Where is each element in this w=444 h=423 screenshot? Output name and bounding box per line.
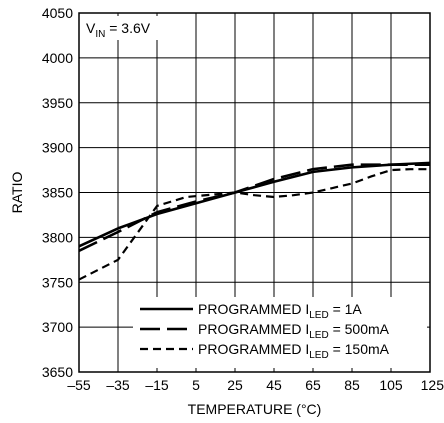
vin-annotation: VIN = 3.6V	[86, 20, 151, 40]
y-axis-title: RATIO	[9, 172, 25, 214]
y-tick-labels: 3650 3700 3750 3800 3850 3900 3950 4000 4050	[42, 5, 73, 380]
y-tick-label: 3900	[42, 140, 73, 156]
y-tick-label: 3750	[42, 274, 73, 290]
y-tick-label: 3850	[42, 185, 73, 201]
series-line-3	[78, 168, 430, 281]
y-tick-label: 3650	[42, 364, 73, 380]
x-tick-labels: –55 –35 –15 5 25 45 65 85 105 125	[67, 377, 444, 393]
y-tick-label: 4000	[42, 50, 73, 66]
x-tick-label: 125	[421, 377, 444, 393]
y-tick-label: 3700	[42, 319, 73, 335]
x-tick-label: 45	[266, 377, 282, 393]
x-tick-label: 5	[192, 377, 200, 393]
legend-label-2: PROGRAMMED ILED = 500mA	[198, 321, 390, 341]
series-line-2	[78, 163, 430, 253]
legend-label-3: PROGRAMMED ILED = 150mA	[198, 341, 390, 361]
x-tick-label: 105	[379, 377, 403, 393]
y-tick-label: 4050	[42, 5, 73, 21]
x-axis-title: TEMPERATURE (°C)	[188, 401, 322, 417]
series-line-1	[78, 161, 431, 248]
y-tick-label: 3950	[42, 95, 73, 111]
x-tick-label: 85	[344, 377, 360, 393]
series-layer	[78, 161, 431, 281]
x-tick-label: –55	[67, 377, 91, 393]
annotation-bg	[82, 16, 168, 40]
x-tick-label: 65	[305, 377, 321, 393]
legend-label-1: PROGRAMMED ILED = 1A	[198, 301, 362, 321]
x-tick-label: –35	[106, 377, 130, 393]
plot-frame	[78, 12, 431, 373]
annotation: VIN = 3.6V	[82, 16, 168, 40]
y-tick-label: 3800	[42, 229, 73, 245]
x-tick-label: 25	[227, 377, 243, 393]
x-tick-label: –15	[145, 377, 169, 393]
